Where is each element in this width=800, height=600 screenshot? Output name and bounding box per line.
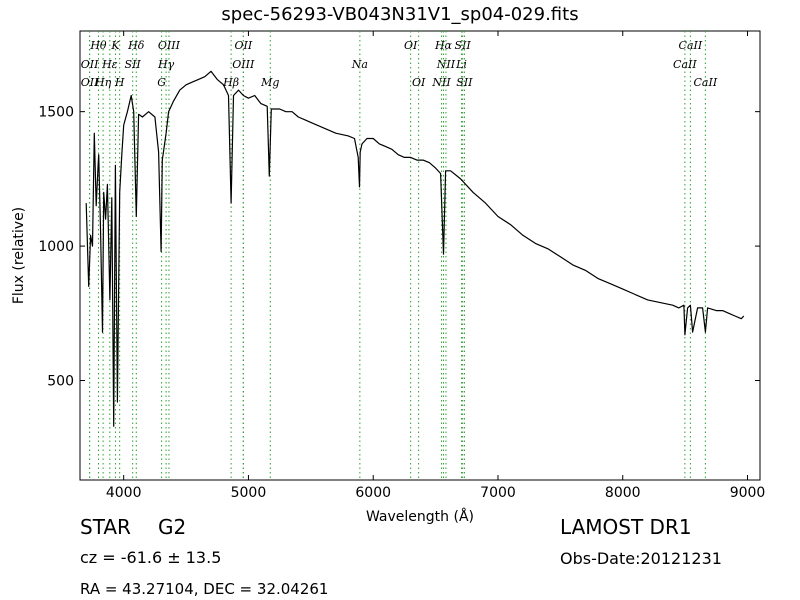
spectral-line-label: NII [436,58,456,71]
x-tick-label: 8000 [605,485,641,501]
spectral-line-label: OII [81,76,99,89]
chart-title: spec-56293-VB043N31V1_sp04-029.fits [221,4,579,25]
spectral-line-label: K [110,39,120,52]
redshift-text: cz = -61.6 ± 13.5 [80,548,222,567]
spectral-line-label: SII [455,39,472,52]
spectral-line-label: Hη [94,76,112,89]
coordinates-text: RA = 43.27104, DEC = 32.04261 [80,580,329,598]
survey-label: LAMOST DR1 [560,515,692,539]
spectral-line-label: NII [431,76,451,89]
y-tick-label: 1500 [38,105,74,121]
spectral-line-label: Hδ [127,39,145,52]
object-class: STAR [80,515,131,539]
y-tick-label: 500 [47,374,74,390]
spectral-line-label: Na [351,58,368,71]
spectral-line-label: Hθ [89,39,107,52]
spectral-line-label: G [157,76,166,89]
spectral-line-label: Hα [434,39,453,52]
object-subclass: G2 [158,515,187,539]
spectral-line-label: OII [81,58,99,71]
spectral-line-label: CaII [694,76,718,89]
y-tick-label: 1000 [38,239,74,255]
spectral-line-label: Hβ [222,76,239,89]
spectral-line-label: Hγ [157,58,175,71]
x-tick-label: 4000 [106,485,142,501]
spectral-line-label: OI [412,76,426,89]
spectral-line-label: OIII [232,58,255,71]
obs-date: Obs-Date:20121231 [560,549,722,568]
spectral-line-label: Li [455,58,467,71]
spectral-line-label: Mg [260,76,279,89]
spectral-line-label: H [114,76,125,89]
spectral-line-label: OI [404,39,418,52]
x-tick-label: 9000 [730,485,766,501]
x-tick-label: 5000 [231,485,267,501]
x-tick-label: 7000 [480,485,516,501]
x-tick-label: 6000 [355,485,391,501]
spectral-line-label: SII [125,58,142,71]
spectral-line-label: Hε [101,58,118,71]
plot-frame [79,30,761,481]
spectrum-line [85,70,745,427]
spectral-line-label: CaII [673,58,697,71]
spectral-line-label: CaII [679,39,703,52]
x-axis-label: Wavelength (Å) [366,508,474,525]
spectral-line-label: OIII [158,39,181,52]
y-axis-label: Flux (relative) [11,207,27,304]
spectral-line-label: SII [456,76,473,89]
